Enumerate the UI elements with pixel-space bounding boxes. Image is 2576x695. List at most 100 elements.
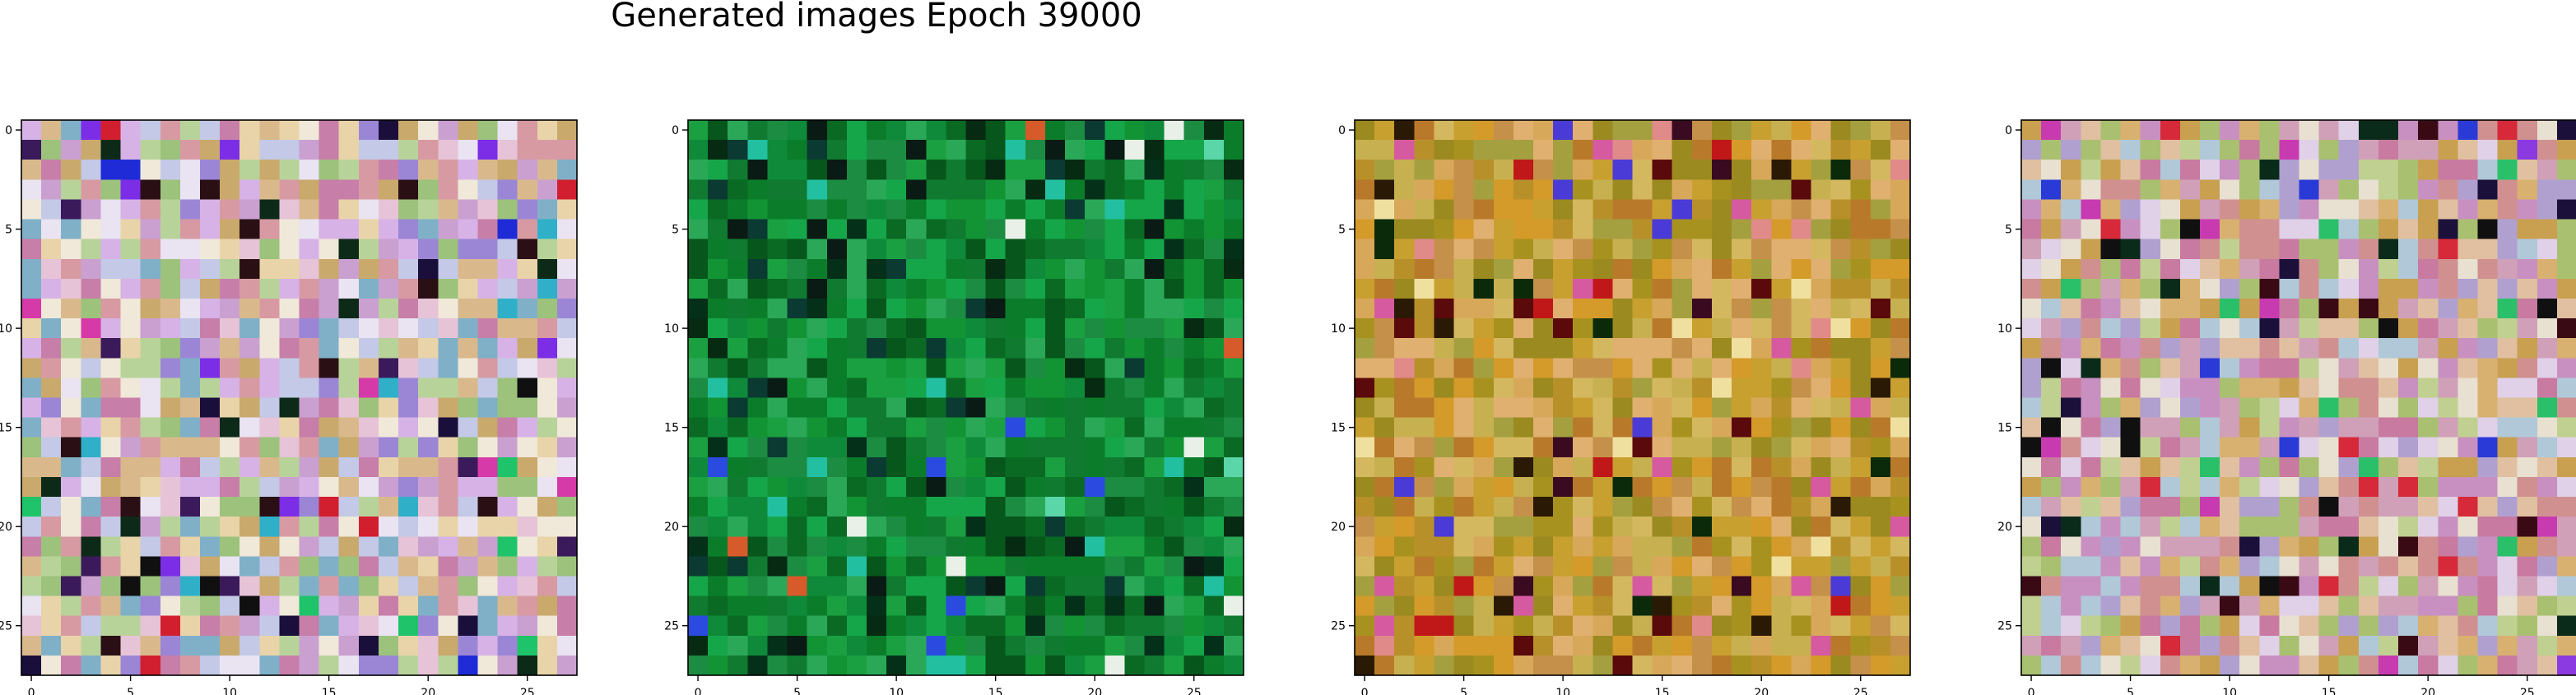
pixel-cell <box>458 199 479 220</box>
pixel-cell <box>2239 437 2260 458</box>
pixel-cell <box>926 417 946 438</box>
pixel-cell <box>1394 199 1415 220</box>
pixel-cell <box>2140 219 2161 240</box>
pixel-cell <box>886 556 907 577</box>
pixel-cell <box>2338 615 2360 637</box>
pixel-cell <box>1771 517 1792 537</box>
pixel-cell <box>1414 397 1435 419</box>
pixel-cell <box>1612 595 1634 617</box>
pixel-cell <box>2358 437 2379 458</box>
pixel-cell <box>2418 318 2439 339</box>
pixel-cell <box>1044 497 1066 517</box>
pixel-cell <box>537 497 558 517</box>
pixel-cell <box>1183 160 1205 180</box>
pixel-cell <box>21 258 42 280</box>
pixel-cell <box>120 239 142 260</box>
pixel-cell <box>708 318 728 339</box>
pixel-cell <box>1612 179 1634 201</box>
pixel-cell <box>239 576 260 597</box>
pixel-cell <box>61 595 81 617</box>
pixel-cell <box>2021 338 2042 359</box>
pixel-cell <box>1652 556 1673 577</box>
pixel-cell <box>2100 298 2122 319</box>
pixel-cell <box>2061 576 2081 597</box>
pixel-cell <box>2199 140 2220 160</box>
pixel-cell <box>2438 140 2458 160</box>
pixel-cell <box>1532 595 1554 617</box>
pixel-cell <box>497 615 518 637</box>
pixel-cell <box>1473 595 1495 617</box>
pixel-cell <box>418 497 439 517</box>
pixel-cell <box>826 576 848 597</box>
pixel-cell <box>708 456 728 478</box>
pixel-cell <box>1223 179 1244 201</box>
pixel-cell <box>100 219 122 240</box>
pixel-cell <box>2259 437 2280 458</box>
pixel-cell <box>458 378 479 399</box>
pixel-cell <box>826 497 848 517</box>
pixel-cell <box>1203 378 1225 399</box>
pixel-cell <box>1553 298 1574 319</box>
pixel-cell <box>338 615 360 637</box>
pixel-cell <box>239 437 260 458</box>
pixel-cell <box>1593 338 1613 359</box>
pixel-cell <box>1493 397 1514 419</box>
pixel-cell <box>497 140 518 160</box>
pixel-cell <box>21 437 42 458</box>
pixel-cell <box>418 278 439 299</box>
pixel-cell <box>886 258 907 280</box>
pixel-cell <box>2536 219 2558 240</box>
pixel-cell <box>179 239 201 260</box>
pixel-cell <box>2457 635 2479 656</box>
pixel-cell <box>259 417 280 438</box>
pixel-cell <box>2378 258 2399 280</box>
pixel-cell <box>846 497 867 517</box>
pixel-cell <box>1612 635 1634 656</box>
pixel-cell <box>2199 358 2220 378</box>
pixel-cell <box>2358 397 2379 419</box>
pixel-cell <box>1532 556 1554 577</box>
pixel-cell <box>2220 556 2240 577</box>
pixel-cell <box>1593 497 1613 517</box>
pixel-cell <box>2517 417 2538 438</box>
x-tick-label: 5 <box>793 687 801 695</box>
pixel-cell <box>826 595 848 617</box>
pixel-cell <box>398 219 419 240</box>
pixel-cell <box>398 576 419 597</box>
pixel-cell <box>1870 417 1891 438</box>
pixel-cell <box>2418 140 2439 160</box>
pixel-cell <box>1732 219 1752 240</box>
pixel-cell <box>1672 476 1693 498</box>
pixel-cell <box>2338 476 2360 498</box>
pixel-cell <box>41 595 62 617</box>
pixel-cell <box>1355 378 1375 399</box>
pixel-cell <box>1732 358 1752 378</box>
pixel-cell <box>2517 615 2538 637</box>
pixel-cell <box>1453 378 1475 399</box>
pixel-cell <box>2061 437 2081 458</box>
pixel-cell <box>140 258 161 280</box>
y-tick-label: 25 <box>1997 620 2012 633</box>
pixel-cell <box>160 199 181 220</box>
pixel-cell <box>1532 239 1554 260</box>
x-tick-label: 20 <box>1754 687 1769 695</box>
pixel-cell <box>179 635 201 656</box>
pixel-cell <box>2438 576 2458 597</box>
pixel-cell <box>1183 517 1205 537</box>
pixel-cell <box>418 298 439 319</box>
pixel-cell <box>1850 378 1872 399</box>
pixel-cell <box>2259 635 2280 656</box>
pixel-cell <box>2081 298 2102 319</box>
pixel-cell <box>1065 358 1086 378</box>
pixel-cell <box>438 199 458 220</box>
pixel-cell <box>21 536 42 557</box>
pixel-cell <box>1473 476 1495 498</box>
pixel-cell <box>1672 536 1693 557</box>
pixel-cell <box>2041 120 2062 141</box>
pixel-cell <box>1711 517 1732 537</box>
pixel-cell <box>2199 397 2220 419</box>
pixel-cell <box>946 179 967 201</box>
pixel-cell <box>100 437 122 458</box>
pixel-cell <box>1632 219 1653 240</box>
pixel-cell <box>2021 179 2042 201</box>
